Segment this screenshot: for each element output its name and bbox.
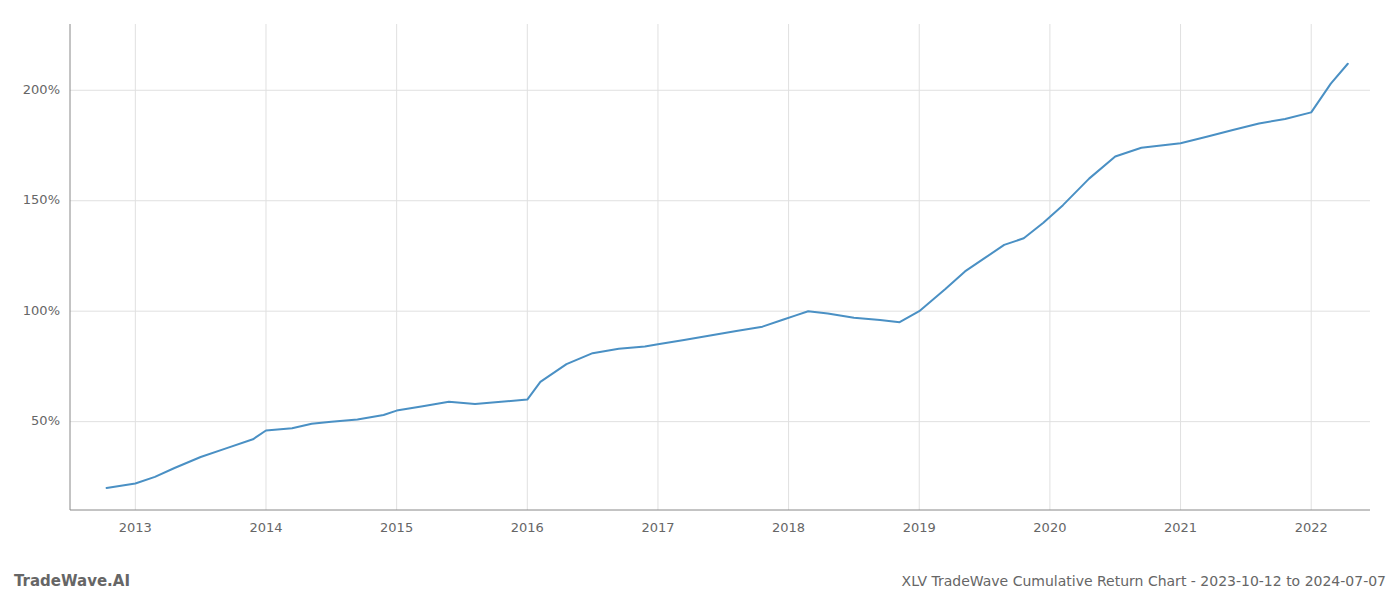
- x-grid-line: [1049, 24, 1050, 510]
- y-grid-line: [70, 311, 1370, 312]
- x-tick-label: 2015: [380, 520, 413, 535]
- x-tick-label: 2014: [249, 520, 282, 535]
- x-grid-line: [265, 24, 266, 510]
- y-grid-line: [70, 421, 1370, 422]
- chart: 50% 100% 150% 200% 2013 2014 2015 2016 2017 2018 2…: [0, 0, 1400, 600]
- x-grid-line: [657, 24, 658, 510]
- x-grid-line: [396, 24, 397, 510]
- x-grid-line: [527, 24, 528, 510]
- y-tick-label: 150%: [23, 192, 60, 207]
- x-grid-line: [1311, 24, 1312, 510]
- x-tick-label: 2016: [511, 520, 544, 535]
- y-tick-label: 200%: [23, 82, 60, 97]
- y-grid-line: [70, 90, 1370, 91]
- x-tick-label: 2019: [903, 520, 936, 535]
- return-line: [107, 64, 1348, 488]
- axes: 50% 100% 150% 200% 2013 2014 2015 2016 2017 2018 2…: [23, 24, 1370, 535]
- x-grid-line: [135, 24, 136, 510]
- x-tick-label: 2018: [772, 520, 805, 535]
- x-grid-line: [788, 24, 789, 510]
- x-tick-label: 2021: [1164, 520, 1197, 535]
- y-axis-line: [70, 24, 71, 510]
- x-tick-label: 2013: [119, 520, 152, 535]
- y-tick-label: 100%: [23, 303, 60, 318]
- x-grid-line: [919, 24, 920, 510]
- title: XLV TradeWave Cumulative Return Chart - …: [902, 573, 1386, 589]
- y-grid-line: [70, 200, 1370, 201]
- watermark: TradeWave.AI: [14, 572, 130, 590]
- page: {"chart_data": { "type": "line", "title"…: [0, 0, 1400, 600]
- plot-area: [107, 64, 1348, 488]
- x-tick-label: 2017: [641, 520, 674, 535]
- y-tick-label: 50%: [31, 413, 60, 428]
- x-grid-line: [1180, 24, 1181, 510]
- x-tick-label: 2020: [1033, 520, 1066, 535]
- x-tick-label: 2022: [1295, 520, 1328, 535]
- x-axis-line: [70, 510, 1370, 511]
- grid: [70, 24, 1370, 510]
